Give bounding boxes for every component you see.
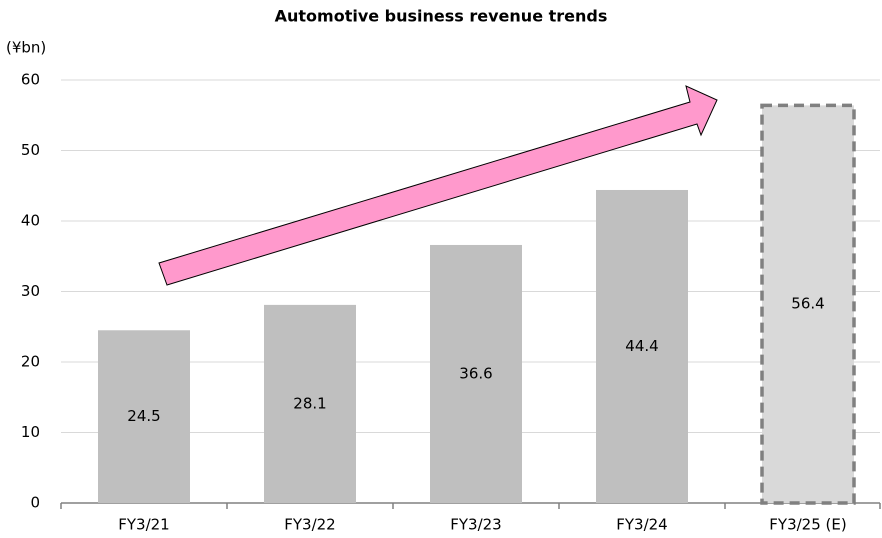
value-label: 28.1 — [293, 394, 326, 412]
x-tick-label: FY3/22 — [284, 516, 335, 534]
bars — [98, 103, 856, 505]
x-tick-label: FY3/24 — [616, 516, 667, 534]
bar — [760, 103, 856, 505]
bar — [596, 189, 688, 504]
labels: FY3/21 24.5 FY3/22 28.1 FY3/23 36.6 FY3/24 44.4… — [118, 295, 846, 534]
x-tick-label: FY3/25 (E) — [769, 516, 846, 534]
y-axis-label: (¥bn) — [6, 39, 46, 57]
y-tick-label: 40 — [21, 212, 40, 230]
y-tick-label: 20 — [21, 353, 40, 371]
trend-arrow — [158, 85, 718, 286]
bar — [430, 244, 522, 503]
y-tick-label: 60 — [21, 71, 40, 89]
value-label: 44.4 — [625, 337, 658, 355]
value-label: 24.5 — [127, 407, 160, 425]
bar — [264, 304, 356, 503]
chart-title: Automotive business revenue trends — [275, 7, 608, 26]
x-tick-label: FY3/21 — [118, 516, 169, 534]
value-label: 56.4 — [791, 295, 824, 313]
grid: 0 10 20 30 40 50 60 — [21, 71, 881, 512]
y-tick-label: 10 — [21, 423, 40, 441]
y-tick-label: 30 — [21, 282, 40, 300]
y-tick-label: 0 — [30, 494, 40, 512]
value-label: 36.6 — [459, 364, 492, 382]
x-tick-label: FY3/23 — [450, 516, 501, 534]
y-tick-label: 50 — [21, 141, 40, 159]
bar — [98, 330, 190, 503]
